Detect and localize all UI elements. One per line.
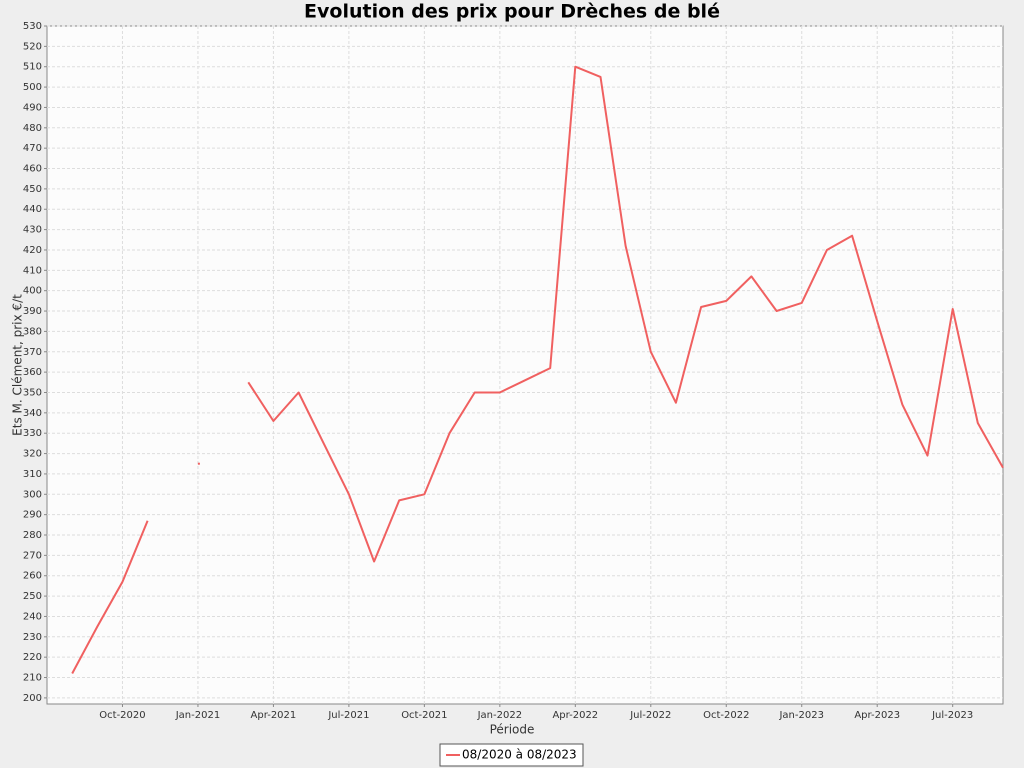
line-segment	[247, 65, 1004, 563]
y-tick-label: 520	[23, 41, 42, 52]
y-tick-label: 350	[23, 387, 42, 398]
y-tick-label: 400	[23, 286, 42, 297]
y-axis-label: Ets M. Clément, prix €/t	[11, 294, 25, 436]
y-tick-label: 460	[23, 164, 42, 175]
y-tick-label: 230	[23, 632, 42, 643]
y-tick-label: 480	[23, 123, 42, 134]
y-tick-label: 410	[23, 265, 42, 276]
x-tick-label: Apr-2021	[251, 710, 297, 721]
legend-box	[439, 743, 584, 767]
x-tick-label: Jul-2022	[629, 710, 671, 721]
y-tick-label: 440	[23, 204, 42, 215]
x-tick-label: Jan-2021	[175, 710, 220, 721]
y-tick-label: 320	[23, 449, 42, 460]
plot-area: 200 210 220 230 240 250 260 270 280 290 300 310 320 3…	[23, 21, 1004, 721]
x-tick-label: Jan-2023	[778, 710, 823, 721]
legend: 08/2020 à 08/2023	[446, 748, 577, 762]
y-tick-label: 220	[23, 652, 42, 663]
y-tick-label: 380	[23, 326, 42, 337]
y-tick-label: 430	[23, 225, 42, 236]
plot-background	[46, 25, 1004, 705]
x-axis-label: Période	[490, 723, 535, 737]
y-tick-label: 310	[23, 469, 42, 480]
y-tick-label: 290	[23, 510, 42, 521]
y-tick-label: 390	[23, 306, 42, 317]
y-tick-label: 270	[23, 550, 42, 561]
y-tick-label: 340	[23, 408, 42, 419]
y-tick-label: 200	[23, 693, 42, 704]
y-tick-label: 260	[23, 571, 42, 582]
y-tick-label: 330	[23, 428, 42, 439]
x-tick-label: Apr-2022	[552, 710, 598, 721]
y-tick-label: 300	[23, 489, 42, 500]
x-tick-label: Oct-2020	[99, 710, 145, 721]
line-segment	[71, 520, 149, 674]
y-tick-label: 280	[23, 530, 42, 541]
y-tick-label: 360	[23, 367, 42, 378]
y-tick-label: 510	[23, 62, 42, 73]
chart-title: Evolution des prix pour Drèches de blé	[304, 1, 720, 23]
y-tick-label: 250	[23, 591, 42, 602]
y-tick-label: 210	[23, 673, 42, 684]
x-tick-label: Oct-2021	[401, 710, 447, 721]
y-tick-label: 370	[23, 347, 42, 358]
x-tick-label: Apr-2023	[854, 710, 900, 721]
y-tick-label: 470	[23, 143, 42, 154]
x-tick-label: Jul-2021	[327, 710, 369, 721]
x-tick-label: Oct-2022	[703, 710, 749, 721]
y-tick-label: 420	[23, 245, 42, 256]
y-tick-label: 500	[23, 82, 42, 93]
legend-label: 08/2020 à 08/2023	[462, 748, 577, 762]
x-tick-label: Jul-2023	[931, 710, 973, 721]
x-tick-label: Jan-2022	[477, 710, 522, 721]
y-tick-label: 530	[23, 21, 42, 32]
y-tick-label: 240	[23, 611, 42, 622]
y-tick-label: 450	[23, 184, 42, 195]
y-tick-label: 490	[23, 102, 42, 113]
